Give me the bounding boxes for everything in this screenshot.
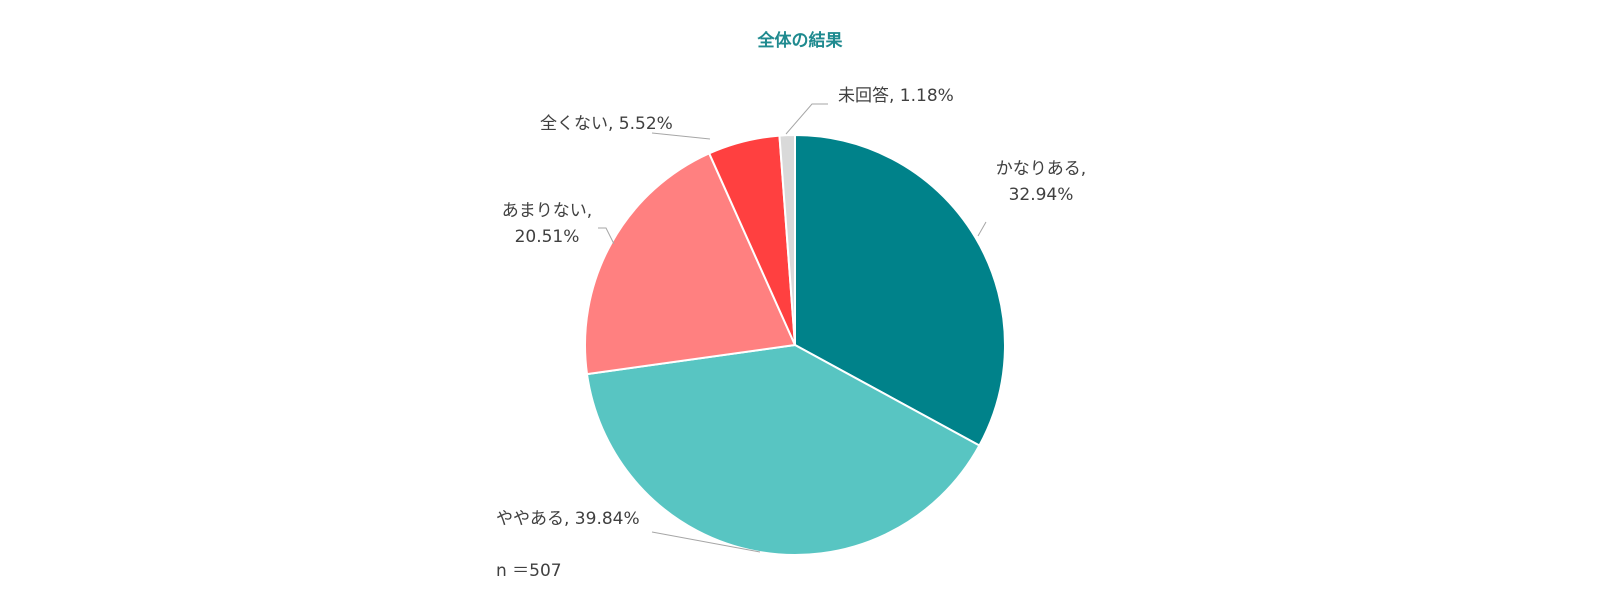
pie-slice-0 <box>794 133 1006 447</box>
leader-line-1 <box>651 531 761 553</box>
label-mattaku-nai: 全くない, 5.52% <box>540 114 673 134</box>
sample-size-note: n ＝507 <box>496 561 562 581</box>
label-kanari-aru-name: かなりある, <box>995 159 1087 179</box>
label-amari-nai: あまりない, 20.51% <box>472 198 622 250</box>
label-amari-nai-name: あまりない, <box>501 201 593 221</box>
label-mikaitou: 未回答, 1.18% <box>838 86 954 106</box>
pie-slice-2 <box>584 152 797 376</box>
leader-line-3 <box>651 132 711 140</box>
chart-title: 全体の結果 <box>757 31 843 51</box>
leader-line-4 <box>785 103 828 135</box>
label-yaya-aru: ややある, 39.84% <box>496 509 640 529</box>
pie-slice-4 <box>778 133 796 346</box>
leader-line-0 <box>977 221 987 237</box>
leader-line-2 <box>598 227 615 245</box>
label-kanari-aru: かなりある, 32.94% <box>976 156 1106 208</box>
label-kanari-aru-value: 32.94% <box>1008 185 1074 205</box>
label-amari-nai-value: 20.51% <box>514 227 580 247</box>
